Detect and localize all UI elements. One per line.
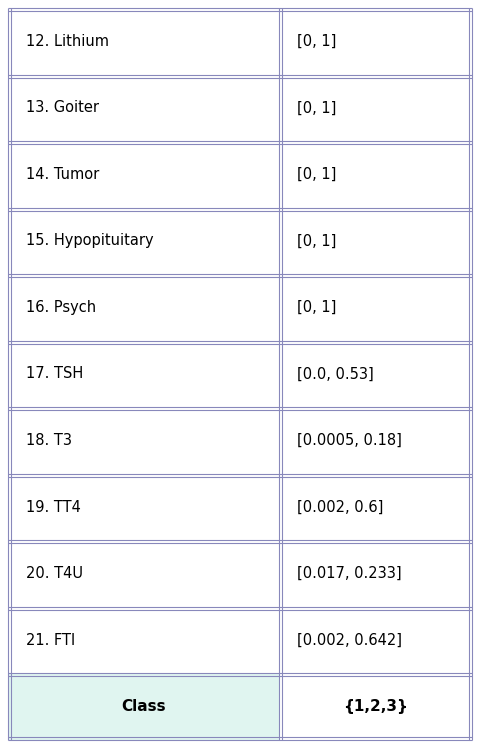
Text: 18. T3: 18. T3 bbox=[26, 433, 72, 448]
Text: [0.002, 0.6]: [0.002, 0.6] bbox=[298, 500, 384, 515]
Text: Class: Class bbox=[121, 699, 166, 714]
Bar bbox=[8, 540, 472, 607]
Bar bbox=[8, 407, 472, 474]
Text: 15. Hypopituitary: 15. Hypopituitary bbox=[26, 233, 154, 249]
Bar bbox=[8, 474, 472, 540]
Bar bbox=[279, 674, 472, 740]
Bar bbox=[8, 141, 472, 208]
Text: 13. Goiter: 13. Goiter bbox=[26, 100, 99, 115]
Text: 17. TSH: 17. TSH bbox=[26, 367, 83, 382]
Text: 12. Lithium: 12. Lithium bbox=[26, 34, 109, 49]
Text: [0.0005, 0.18]: [0.0005, 0.18] bbox=[298, 433, 402, 448]
Text: [0, 1]: [0, 1] bbox=[298, 34, 337, 49]
Bar bbox=[8, 8, 472, 75]
Bar bbox=[8, 674, 279, 740]
Bar bbox=[8, 208, 472, 274]
Text: 16. Psych: 16. Psych bbox=[26, 300, 96, 315]
Bar bbox=[8, 75, 472, 141]
Text: [0.0, 0.53]: [0.0, 0.53] bbox=[298, 367, 374, 382]
Text: [0.017, 0.233]: [0.017, 0.233] bbox=[298, 566, 402, 581]
Bar bbox=[8, 607, 472, 674]
Text: [0, 1]: [0, 1] bbox=[298, 100, 337, 115]
Text: 19. TT4: 19. TT4 bbox=[26, 500, 81, 515]
Bar bbox=[8, 274, 472, 341]
Text: 20. T4U: 20. T4U bbox=[26, 566, 83, 581]
Text: [0, 1]: [0, 1] bbox=[298, 233, 337, 249]
Text: 21. FTI: 21. FTI bbox=[26, 633, 75, 648]
Text: [0, 1]: [0, 1] bbox=[298, 300, 337, 315]
Text: [0, 1]: [0, 1] bbox=[298, 167, 337, 182]
Bar bbox=[8, 341, 472, 407]
Text: 14. Tumor: 14. Tumor bbox=[26, 167, 99, 182]
Text: {1,2,3}: {1,2,3} bbox=[343, 699, 408, 714]
Text: [0.002, 0.642]: [0.002, 0.642] bbox=[298, 633, 402, 648]
